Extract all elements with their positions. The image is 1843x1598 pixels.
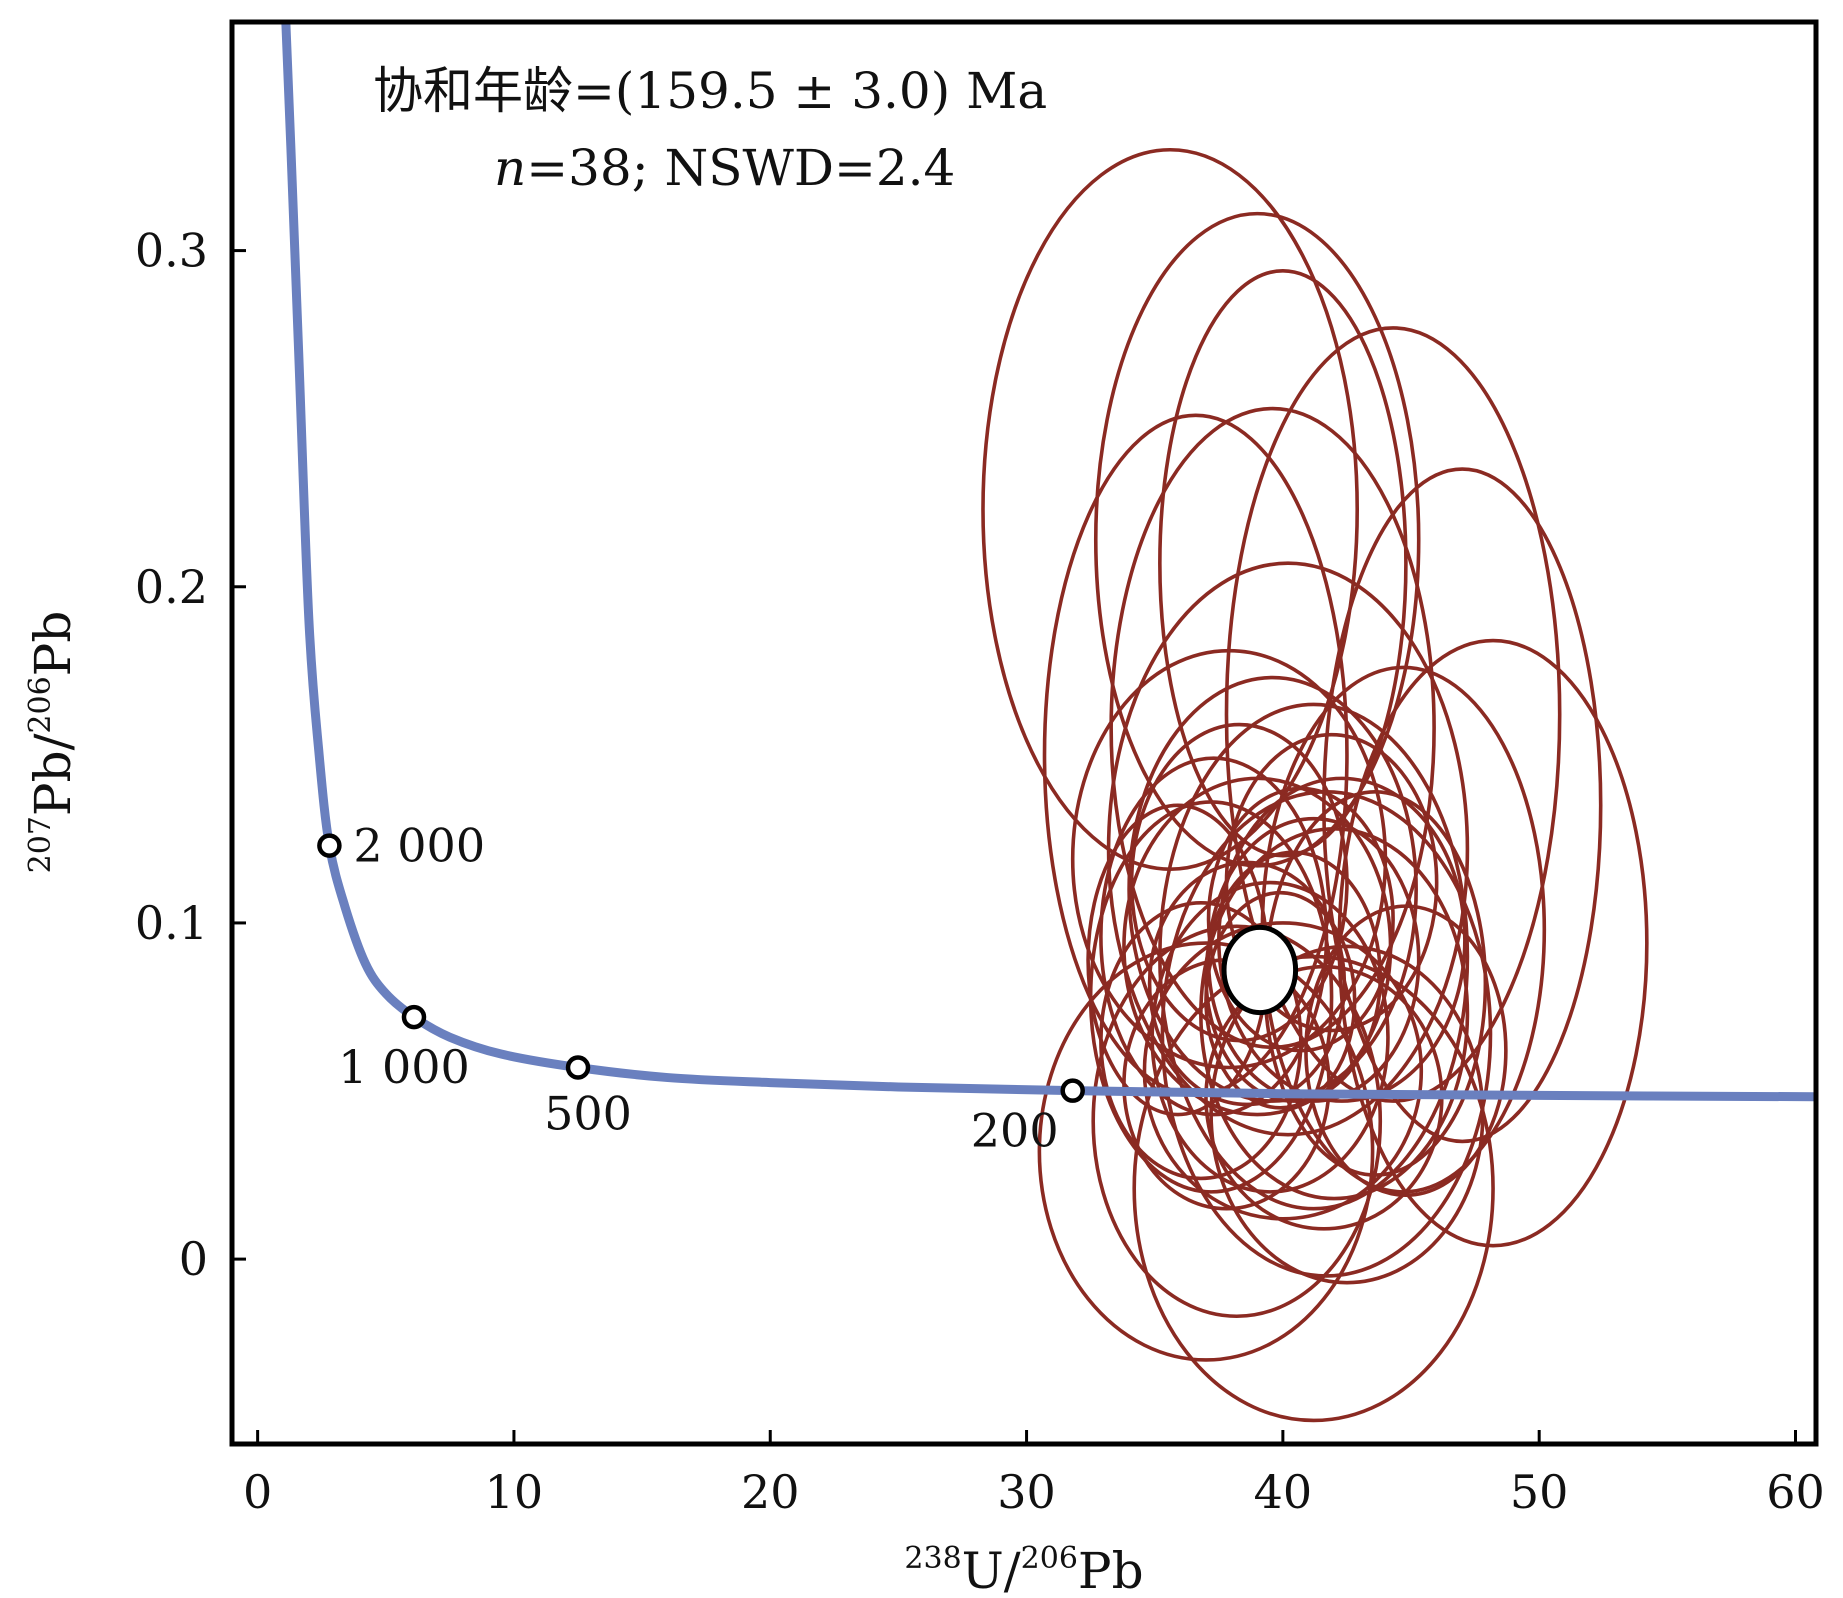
error-ellipse-32	[1224, 732, 1439, 1033]
age-markers: 2 000 1 000 500 200	[317, 819, 1299, 1158]
x-axis-label: 238U/206Pb	[904, 1541, 1143, 1598]
age-label-1: 2 000	[353, 819, 485, 873]
annotation-n: n	[494, 139, 526, 197]
error-ellipse-35	[1304, 904, 1508, 1198]
age-label-4: 200	[971, 1104, 1059, 1158]
concordia-curve	[281, 22, 1816, 1102]
error-ellipse-8	[1106, 561, 1470, 1137]
y-tick-label-3: 0.2	[135, 560, 208, 614]
age-label-2: 1 000	[338, 1040, 470, 1094]
x-tick-label-3: 20	[741, 1465, 800, 1519]
concordia-curve-group	[281, 22, 1816, 1102]
y-tick-label-1: 0	[179, 1232, 208, 1286]
error-ellipse-26	[1199, 827, 1470, 1201]
x-tick-label-4: 30	[997, 1465, 1056, 1519]
annotation-line-1: 协和年龄=(159.5 ± 3.0) Ma	[373, 62, 1047, 120]
error-ellipse-4	[1224, 326, 1562, 1103]
error-ellipse-36	[1204, 890, 1357, 1110]
y-axis-label: 207Pb/206Pb	[23, 611, 82, 874]
x-tick-label-6: 50	[1510, 1465, 1569, 1519]
error-ellipse-25	[1150, 880, 1390, 1194]
age-marker-4	[1060, 1078, 1085, 1103]
y-tick-label-4: 0.3	[135, 224, 208, 278]
x-tick-label-2: 10	[485, 1465, 544, 1519]
error-ellipse-37	[1070, 648, 1388, 1070]
age-marker-2	[401, 1004, 427, 1030]
error-ellipse-2	[1093, 211, 1421, 868]
annotation-concordia-age-label: 协和年龄	[373, 62, 573, 120]
error-ellipse-3	[1158, 268, 1408, 858]
concordia-age-ellipse	[1221, 924, 1299, 1016]
error-ellipse-7	[1322, 467, 1603, 1144]
axis-ticks: 0 10 20 30 40 50 60 0 0.1 0.2 0.3	[135, 224, 1825, 1519]
x-tick-label-1: 0	[243, 1465, 272, 1519]
plot-frame	[229, 19, 1819, 1447]
x-tick-label-7: 60	[1766, 1465, 1825, 1519]
age-label-3: 500	[544, 1086, 632, 1140]
error-ellipse-38	[1209, 944, 1485, 1285]
x-tick-label-5: 40	[1254, 1465, 1313, 1519]
annotation-line-2: n=38; NSWD=2.4	[494, 139, 955, 197]
age-marker-3	[565, 1055, 591, 1080]
error-ellipse-15	[1037, 941, 1375, 1362]
y-tick-label-2: 0.1	[135, 896, 208, 950]
error-ellipse-17	[1091, 924, 1383, 1319]
error-ellipse-24	[1099, 756, 1329, 1117]
error-ellipses	[981, 147, 1649, 1423]
age-marker-1	[317, 833, 342, 858]
annotation-concordia-age-value: =(159.5 ± 3.0) Ma	[573, 62, 1047, 120]
annotation-n-nswd: =38; NSWD=2.4	[526, 139, 955, 197]
error-ellipse-28	[1206, 786, 1395, 1053]
error-ellipse-31	[1129, 722, 1349, 1043]
